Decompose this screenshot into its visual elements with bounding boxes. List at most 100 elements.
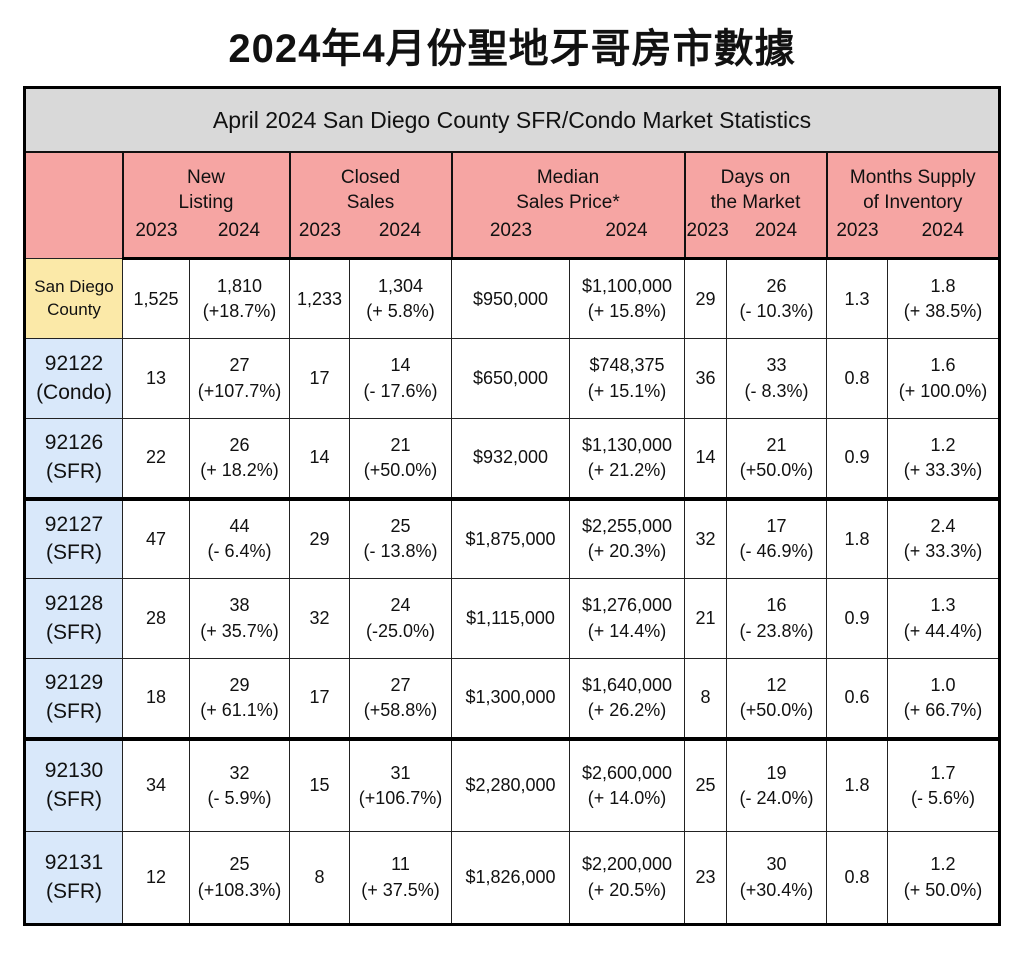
median-price-2023: $2,280,000	[451, 738, 570, 832]
new-listing-2024: 1,810 (+18.7%)	[189, 258, 290, 339]
days-on-market-2023: 8	[684, 658, 727, 741]
new-listing-2023: 13	[122, 338, 190, 419]
table-row-92129: 92129 (SFR) 18 29 (+ 61.1%) 17 27 (+58.8…	[24, 658, 1000, 741]
year-median-price-2024: 2024	[569, 216, 685, 260]
months-supply-2024: 1.0 (+ 66.7%)	[887, 658, 1000, 741]
table-row-92126: 92126 (SFR) 22 26 (+ 18.2%) 14 21 (+50.0…	[24, 418, 1000, 501]
closed-sales-2023: 17	[289, 658, 350, 741]
median-price-2024: $2,600,000 (+ 14.0%)	[569, 738, 685, 832]
corner-cell	[24, 152, 124, 259]
group-days-on-market: Days on the Market	[683, 152, 827, 216]
days-on-market-2023: 36	[684, 338, 727, 419]
closed-sales-2023: 15	[289, 738, 350, 832]
closed-sales-2023: 17	[289, 338, 350, 419]
year-months-supply-2024: 2024	[887, 216, 1000, 260]
median-price-2023: $1,115,000	[451, 578, 570, 659]
months-supply-2024: 1.8 (+ 38.5%)	[887, 258, 1000, 339]
months-supply-2023: 0.6	[826, 658, 888, 741]
closed-sales-2024: 21 (+50.0%)	[349, 418, 452, 501]
row-label: 92128 (SFR)	[24, 578, 123, 659]
group-months-supply: Months Supply of Inventory	[825, 152, 1000, 216]
row-label: 92126 (SFR)	[24, 418, 123, 501]
year-days-on-market-2024: 2024	[726, 216, 827, 260]
new-listing-2024: 32 (- 5.9%)	[189, 738, 290, 832]
new-listing-2023: 34	[122, 738, 190, 832]
closed-sales-2024: 14 (- 17.6%)	[349, 338, 452, 419]
closed-sales-2024: 25 (- 13.8%)	[349, 498, 452, 579]
median-price-2024: $1,640,000 (+ 26.2%)	[569, 658, 685, 741]
group-new-listing: New Listing	[121, 152, 290, 216]
row-label: 92131 (SFR)	[24, 831, 123, 925]
median-price-2023: $650,000	[451, 338, 570, 419]
months-supply-2023: 0.8	[826, 338, 888, 419]
closed-sales-2024: 1,304 (+ 5.8%)	[349, 258, 452, 339]
days-on-market-2023: 32	[684, 498, 727, 579]
median-price-2023: $950,000	[451, 258, 570, 339]
closed-sales-2023: 14	[289, 418, 350, 501]
days-on-market-2024: 30 (+30.4%)	[726, 831, 827, 925]
row-label: San Diego County	[24, 258, 123, 339]
new-listing-2024: 26 (+ 18.2%)	[189, 418, 290, 501]
new-listing-2023: 1,525	[122, 258, 190, 339]
months-supply-2024: 1.2 (+ 33.3%)	[887, 418, 1000, 501]
new-listing-2023: 18	[122, 658, 190, 741]
subtitle-row: April 2024 San Diego County SFR/Condo Ma…	[24, 87, 1000, 153]
new-listing-2024: 27 (+107.7%)	[189, 338, 290, 419]
row-label: 92129 (SFR)	[24, 658, 123, 741]
new-listing-2024: 29 (+ 61.1%)	[189, 658, 290, 741]
months-supply-2023: 1.8	[826, 498, 888, 579]
months-supply-2024: 1.2 (+ 50.0%)	[887, 831, 1000, 925]
new-listing-2024: 38 (+ 35.7%)	[189, 578, 290, 659]
days-on-market-2024: 16 (- 23.8%)	[726, 578, 827, 659]
closed-sales-2023: 29	[289, 498, 350, 579]
table-row-92130: 92130 (SFR) 34 32 (- 5.9%) 15 31 (+106.7…	[24, 738, 1000, 832]
year-closed-sales-2024: 2024	[349, 216, 452, 260]
median-price-2024: $1,276,000 (+ 14.4%)	[569, 578, 685, 659]
median-price-2024: $2,200,000 (+ 20.5%)	[569, 831, 685, 925]
table-subtitle: April 2024 San Diego County SFR/Condo Ma…	[24, 87, 1000, 153]
new-listing-2024: 25 (+108.3%)	[189, 831, 290, 925]
days-on-market-2024: 26 (- 10.3%)	[726, 258, 827, 339]
group-median-sales-price: Median Sales Price*	[450, 152, 685, 216]
closed-sales-2024: 27 (+58.8%)	[349, 658, 452, 741]
table-row-92128: 92128 (SFR) 28 38 (+ 35.7%) 32 24 (-25.0…	[24, 578, 1000, 659]
year-new-listing-2024: 2024	[189, 216, 290, 260]
new-listing-2023: 22	[122, 418, 190, 501]
days-on-market-2023: 14	[684, 418, 727, 501]
days-on-market-2024: 19 (- 24.0%)	[726, 738, 827, 832]
group-header-row: New Listing Closed Sales Median Sales Pr…	[24, 152, 1000, 259]
days-on-market-2024: 33 (- 8.3%)	[726, 338, 827, 419]
months-supply-2023: 0.9	[826, 578, 888, 659]
median-price-2024: $1,130,000 (+ 21.2%)	[569, 418, 685, 501]
days-on-market-2024: 17 (- 46.9%)	[726, 498, 827, 579]
months-supply-2024: 2.4 (+ 33.3%)	[887, 498, 1000, 579]
year-months-supply-2023: 2023	[825, 216, 888, 260]
months-supply-2023: 0.9	[826, 418, 888, 501]
closed-sales-2024: 24 (-25.0%)	[349, 578, 452, 659]
median-price-2023: $1,826,000	[451, 831, 570, 925]
days-on-market-2023: 29	[684, 258, 727, 339]
days-on-market-2024: 21 (+50.0%)	[726, 418, 827, 501]
closed-sales-2024: 31 (+106.7%)	[349, 738, 452, 832]
months-supply-2024: 1.7 (- 5.6%)	[887, 738, 1000, 832]
table-row-92131: 92131 (SFR) 12 25 (+108.3%) 8 11 (+ 37.5…	[24, 831, 1000, 925]
days-on-market-2023: 23	[684, 831, 727, 925]
months-supply-2023: 1.8	[826, 738, 888, 832]
table-row-92127: 92127 (SFR) 47 44 (- 6.4%) 29 25 (- 13.8…	[24, 498, 1000, 579]
closed-sales-2023: 8	[289, 831, 350, 925]
new-listing-2023: 12	[122, 831, 190, 925]
median-price-2024: $2,255,000 (+ 20.3%)	[569, 498, 685, 579]
table-row-san-diego-county: San Diego County 1,525 1,810 (+18.7%) 1,…	[24, 258, 1000, 339]
closed-sales-2023: 1,233	[289, 258, 350, 339]
row-label: 92130 (SFR)	[24, 738, 123, 832]
new-listing-2023: 47	[122, 498, 190, 579]
months-supply-2023: 0.8	[826, 831, 888, 925]
closed-sales-2023: 32	[289, 578, 350, 659]
year-median-price-2023: 2023	[450, 216, 570, 260]
median-price-2023: $1,875,000	[451, 498, 570, 579]
days-on-market-2024: 12 (+50.0%)	[726, 658, 827, 741]
days-on-market-2023: 21	[684, 578, 727, 659]
months-supply-2023: 1.3	[826, 258, 888, 339]
year-days-on-market-2023: 2023	[683, 216, 729, 260]
new-listing-2024: 44 (- 6.4%)	[189, 498, 290, 579]
